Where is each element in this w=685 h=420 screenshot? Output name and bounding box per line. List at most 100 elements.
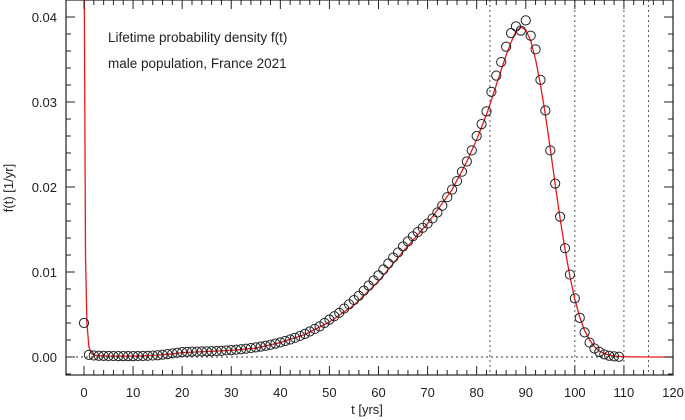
data-point	[83, 349, 95, 360]
data-point	[545, 145, 556, 156]
data-point	[515, 25, 526, 36]
data-point	[540, 105, 551, 116]
data-point	[226, 345, 237, 356]
data-point	[118, 351, 129, 362]
data-point	[486, 86, 497, 97]
data-point	[559, 243, 571, 254]
data-point	[147, 350, 158, 361]
x-tick-label: 90	[519, 385, 533, 400]
chart-title: Lifetime probability density f(t)	[108, 30, 287, 45]
data-point	[186, 346, 198, 357]
data-point	[137, 350, 148, 362]
data-point	[496, 56, 507, 68]
data-point	[240, 343, 252, 354]
data-point	[451, 175, 463, 187]
data-point	[211, 345, 222, 357]
data-point	[289, 332, 301, 343]
data-point	[191, 346, 202, 357]
x-tick-label: 10	[126, 385, 140, 400]
data-point	[285, 334, 296, 345]
data-point	[235, 344, 247, 355]
data-point	[599, 349, 610, 360]
data-point	[255, 341, 266, 352]
data-point	[304, 326, 315, 337]
plot-area	[66, 0, 673, 375]
data-point	[181, 346, 193, 357]
data-point	[260, 340, 271, 351]
data-point	[103, 350, 114, 362]
data-point	[604, 350, 615, 361]
data-point	[231, 344, 242, 355]
data-point	[535, 74, 546, 86]
x-tick-label: 30	[224, 385, 238, 400]
data-point	[152, 350, 163, 361]
data-point	[594, 346, 605, 357]
data-point	[555, 211, 566, 222]
chart-subtitle: male population, France 2021	[108, 56, 287, 71]
data-point	[157, 349, 168, 360]
data-point	[113, 351, 124, 362]
x-tick-label: 0	[80, 385, 87, 400]
y-tick-label: 0.00	[32, 350, 57, 365]
data-point	[461, 156, 472, 167]
data-point	[280, 335, 291, 347]
data-point	[221, 345, 232, 356]
x-tick-label: 60	[371, 385, 385, 400]
data-point	[167, 348, 178, 359]
data-point	[525, 30, 536, 41]
data-point	[98, 350, 109, 361]
data-point	[201, 346, 212, 357]
data-point	[270, 338, 281, 349]
x-tick-label: 80	[469, 385, 483, 400]
data-point	[309, 323, 320, 335]
reference-lines	[66, 0, 673, 375]
data-point	[432, 207, 443, 218]
data-point	[123, 351, 134, 362]
data-point	[505, 28, 517, 39]
data-point	[574, 312, 585, 323]
tick-labels: 0 10 20 30 40 50 60 70 80 90 100 110 120 0.00 0.01 0.02…	[32, 10, 684, 400]
data-point	[108, 350, 119, 362]
data-point	[447, 184, 458, 195]
data-point	[162, 349, 173, 360]
observed-markers	[78, 15, 625, 362]
x-axis-label: t [yrs]	[351, 402, 383, 417]
data-point	[609, 351, 620, 362]
data-point	[93, 350, 104, 361]
data-point	[127, 351, 139, 362]
data-point	[245, 342, 256, 354]
data-point	[613, 351, 625, 362]
data-point	[132, 350, 144, 362]
data-point	[550, 178, 561, 189]
data-point	[275, 337, 286, 348]
x-tick-label: 20	[175, 385, 189, 400]
data-point	[437, 200, 448, 211]
data-point	[177, 347, 188, 358]
x-tick-label: 110	[614, 385, 635, 400]
data-point	[265, 339, 276, 350]
data-point	[579, 327, 590, 338]
x-tick-label: 70	[420, 385, 434, 400]
data-point	[564, 269, 576, 280]
data-point	[196, 346, 207, 357]
data-point	[294, 330, 306, 342]
tick-marks	[66, 0, 674, 375]
x-tick-label: 40	[273, 385, 287, 400]
data-point	[216, 345, 227, 356]
data-point	[78, 317, 90, 329]
data-point	[530, 44, 541, 55]
data-point	[88, 350, 99, 361]
plot-background	[66, 0, 673, 375]
x-tick-label: 120	[662, 385, 684, 400]
data-point	[476, 119, 487, 130]
data-point	[491, 70, 502, 81]
data-point	[471, 130, 482, 142]
y-axis-label: f(t) [1/yr]	[1, 164, 16, 212]
x-tick-label: 100	[564, 385, 586, 400]
data-point	[520, 15, 531, 26]
data-point	[481, 106, 492, 117]
y-tick-label: 0.02	[32, 180, 57, 195]
y-tick-label: 0.01	[32, 265, 57, 280]
y-tick-label: 0.03	[32, 95, 57, 110]
